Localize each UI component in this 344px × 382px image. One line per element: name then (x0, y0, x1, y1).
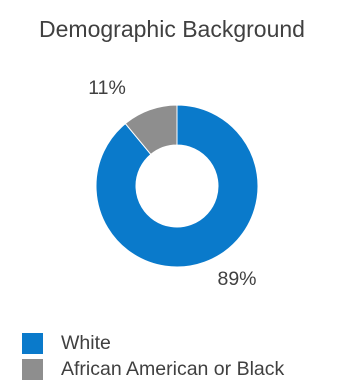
slice-african-american-or-black (124, 104, 178, 156)
legend-label-white: White (61, 331, 111, 354)
legend-label-african-american-or-black: African American or Black (61, 357, 285, 380)
chart-title: Demographic Background (39, 16, 305, 42)
legend-item-african-american-or-black: African American or Black (22, 356, 284, 382)
slice-white (95, 104, 259, 268)
legend-swatch-white (22, 332, 43, 354)
legend-swatch-african-american-or-black (22, 358, 43, 380)
slice-label-white: 89% (217, 268, 256, 290)
legend: White African American or Black (22, 330, 284, 382)
slice-label-african-american-or-black: 11% (88, 77, 126, 99)
legend-item-white: White (22, 330, 284, 356)
